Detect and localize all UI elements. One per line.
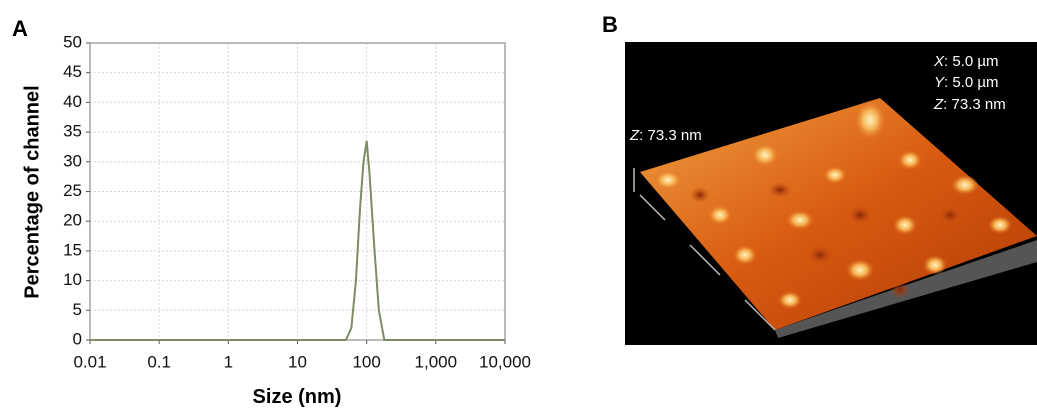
scale-lines bbox=[633, 168, 776, 331]
chart-a: A Percentage of channel Size (nm) 051015… bbox=[12, 16, 531, 408]
axis-value: : 5.0 µm bbox=[944, 53, 999, 70]
axis-value: : 5.0 µm bbox=[944, 74, 999, 91]
z-scale-part: : 73.3 nm bbox=[639, 127, 702, 144]
y-axis-label: Percentage of channel bbox=[21, 85, 43, 298]
x-axis-label: Size (nm) bbox=[253, 386, 342, 408]
axis-value: : 73.3 nm bbox=[943, 96, 1006, 113]
x-tick-label: 0.1 bbox=[147, 352, 171, 371]
axis-name: X bbox=[933, 53, 945, 70]
afm-image-panel: B bbox=[602, 12, 1037, 345]
y-tick-label: 30 bbox=[63, 151, 82, 170]
y-tick-label: 0 bbox=[73, 329, 82, 348]
surface bbox=[640, 98, 1037, 330]
y-tick-label: 50 bbox=[63, 32, 82, 51]
y-tick-label: 15 bbox=[63, 240, 82, 259]
x-tick-label: 0.01 bbox=[73, 352, 106, 371]
y-tick-label: 10 bbox=[63, 270, 82, 289]
x-tick-label: 10 bbox=[288, 352, 307, 371]
axis-name: Y bbox=[934, 74, 945, 91]
x-tick-label: 1 bbox=[224, 352, 233, 371]
axis-name: Z bbox=[933, 96, 944, 113]
annotation: Y: 5.0 µm bbox=[934, 74, 999, 91]
x-tick-label: 1,000 bbox=[415, 352, 458, 371]
data-line bbox=[90, 140, 505, 341]
z-scale-label: Z: 73.3 nm bbox=[629, 127, 702, 144]
y-tick-label: 35 bbox=[63, 122, 82, 141]
annotation: X: 5.0 µm bbox=[933, 53, 999, 70]
z-scale-part: Z bbox=[629, 127, 640, 144]
y-tick-label: 20 bbox=[63, 211, 82, 230]
y-tick-label: 45 bbox=[63, 62, 82, 81]
panel-label: A bbox=[12, 16, 28, 41]
x-tick-label: 10,000 bbox=[479, 352, 531, 371]
annotation: Z: 73.3 nm bbox=[933, 96, 1006, 113]
panel-label: B bbox=[602, 12, 618, 37]
y-tick-label: 40 bbox=[63, 92, 82, 111]
x-tick-label: 100 bbox=[352, 352, 380, 371]
surface-texture bbox=[654, 100, 1012, 309]
y-tick-label: 25 bbox=[63, 181, 82, 200]
y-tick-label: 5 bbox=[73, 300, 82, 319]
